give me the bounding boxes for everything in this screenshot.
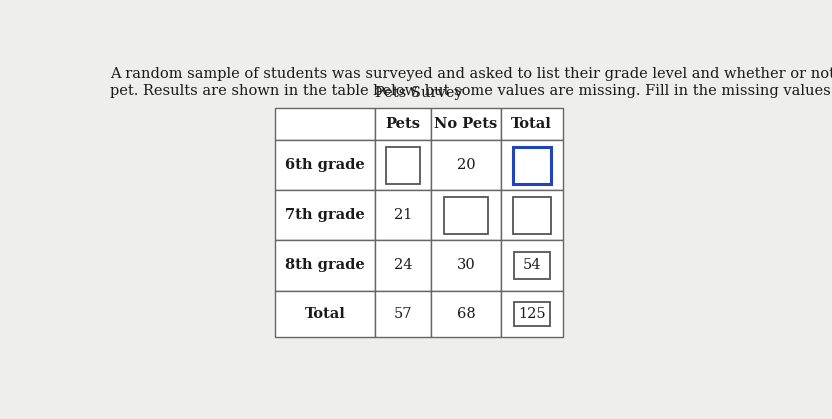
- Bar: [431, 108, 501, 140]
- Bar: [513, 147, 551, 184]
- Text: 30: 30: [457, 259, 475, 272]
- Text: Total: Total: [305, 307, 345, 321]
- Bar: [513, 197, 551, 234]
- Bar: [386, 147, 420, 184]
- Bar: [501, 290, 562, 337]
- Bar: [275, 140, 375, 190]
- Bar: [431, 190, 501, 241]
- Text: Pets: Pets: [386, 117, 421, 131]
- Bar: [275, 241, 375, 290]
- Bar: [375, 290, 431, 337]
- Text: Pets Survey: Pets Survey: [375, 86, 463, 100]
- Bar: [501, 140, 562, 190]
- Text: 57: 57: [394, 307, 413, 321]
- Bar: [501, 241, 562, 290]
- Bar: [375, 140, 431, 190]
- Bar: [514, 253, 550, 279]
- Text: No Pets: No Pets: [434, 117, 498, 131]
- Text: pet. Results are shown in the table below, but some values are missing. Fill in : pet. Results are shown in the table belo…: [110, 84, 832, 98]
- Bar: [275, 290, 375, 337]
- Bar: [514, 302, 550, 326]
- Bar: [275, 190, 375, 241]
- Text: 21: 21: [394, 208, 413, 222]
- Bar: [275, 108, 375, 140]
- Bar: [375, 190, 431, 241]
- Text: A random sample of students was surveyed and asked to list their grade level and: A random sample of students was surveyed…: [110, 67, 832, 81]
- Bar: [501, 108, 562, 140]
- Text: Total: Total: [512, 117, 552, 131]
- Text: 20: 20: [457, 158, 475, 172]
- Text: 54: 54: [522, 259, 541, 272]
- Bar: [431, 241, 501, 290]
- Text: 7th grade: 7th grade: [285, 208, 364, 222]
- Bar: [444, 197, 488, 234]
- Text: 6th grade: 6th grade: [285, 158, 364, 172]
- Text: 8th grade: 8th grade: [285, 259, 364, 272]
- Text: 125: 125: [518, 307, 546, 321]
- Bar: [375, 241, 431, 290]
- Bar: [501, 190, 562, 241]
- Bar: [431, 290, 501, 337]
- Text: 24: 24: [394, 259, 413, 272]
- Bar: [431, 140, 501, 190]
- Text: 68: 68: [457, 307, 475, 321]
- Bar: [375, 108, 431, 140]
